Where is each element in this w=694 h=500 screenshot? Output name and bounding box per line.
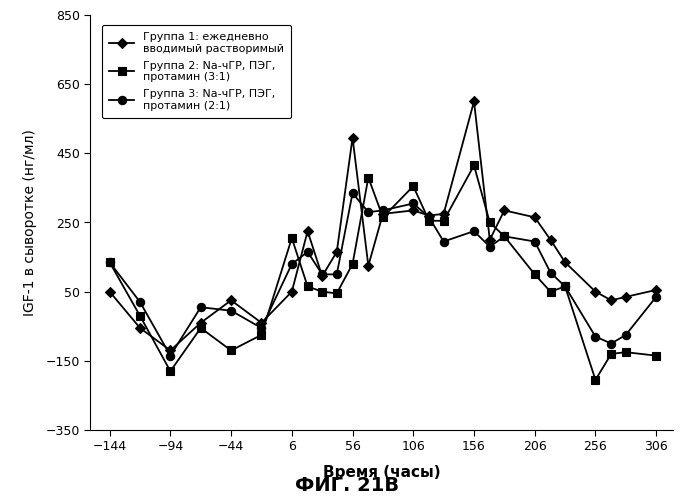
Группа 2: Na-чГР, ПЭГ,
протамин (3:1): (281, -125): Na-чГР, ПЭГ, протамин (3:1): (281, -125) [622, 349, 630, 355]
Группа 3: Na-чГР, ПЭГ,
протамин (2:1): (181, 210): Na-чГР, ПЭГ, протамин (2:1): (181, 210) [500, 234, 509, 239]
Группа 3: Na-чГР, ПЭГ,
протамин (2:1): (119, 265): Na-чГР, ПЭГ, протамин (2:1): (119, 265) [425, 214, 433, 220]
Группа 3: Na-чГР, ПЭГ,
протамин (2:1): (-19, -55): Na-чГР, ПЭГ, протамин (2:1): (-19, -55) [257, 325, 266, 331]
Группа 1: ежедневно
вводимый растворимый: (81, 275): ежедневно вводимый растворимый: (81, 275… [379, 211, 387, 217]
Группа 1: ежедневно
вводимый растворимый: (119, 270): ежедневно вводимый растворимый: (119, 27… [425, 212, 433, 218]
Группа 3: Na-чГР, ПЭГ,
протамин (2:1): (269, -100): Na-чГР, ПЭГ, протамин (2:1): (269, -100) [607, 340, 616, 346]
Группа 3: Na-чГР, ПЭГ,
протамин (2:1): (-69, 5): Na-чГР, ПЭГ, протамин (2:1): (-69, 5) [196, 304, 205, 310]
Группа 1: ежедневно
вводимый растворимый: (-119, -55): ежедневно вводимый растворимый: (-119, -… [136, 325, 144, 331]
Text: ФИГ. 21В: ФИГ. 21В [295, 476, 399, 495]
Группа 2: Na-чГР, ПЭГ,
протамин (3:1): (-119, -20): Na-чГР, ПЭГ, протамин (3:1): (-119, -20) [136, 313, 144, 319]
Группа 2: Na-чГР, ПЭГ,
протамин (3:1): (131, 255): Na-чГР, ПЭГ, протамин (3:1): (131, 255) [439, 218, 448, 224]
Группа 1: ежедневно
вводимый растворимый: (31, 95): ежедневно вводимый растворимый: (31, 95) [318, 273, 326, 279]
Группа 3: Na-чГР, ПЭГ,
протамин (2:1): (-94, -135): Na-чГР, ПЭГ, протамин (2:1): (-94, -135) [166, 352, 174, 358]
Группа 1: ежедневно
вводимый растворимый: (-19, -40): ежедневно вводимый растворимый: (-19, -4… [257, 320, 266, 326]
X-axis label: Время (часы): Время (часы) [323, 464, 441, 479]
Группа 1: ежедневно
вводимый растворимый: (106, 285): ежедневно вводимый растворимый: (106, 28… [409, 208, 417, 214]
Группа 2: Na-чГР, ПЭГ,
протамин (3:1): (-144, 135): Na-чГР, ПЭГ, протамин (3:1): (-144, 135) [105, 260, 114, 266]
Группа 2: Na-чГР, ПЭГ,
протамин (3:1): (-19, -75): Na-чГР, ПЭГ, протамин (3:1): (-19, -75) [257, 332, 266, 338]
Y-axis label: IGF-1 в сыворотке (нг/мл): IGF-1 в сыворотке (нг/мл) [23, 129, 37, 316]
Группа 2: Na-чГР, ПЭГ,
протамин (3:1): (19, 65): Na-чГР, ПЭГ, протамин (3:1): (19, 65) [303, 284, 312, 290]
Группа 1: ежедневно
вводимый растворимый: (6, 50): ежедневно вводимый растворимый: (6, 50) [287, 288, 296, 294]
Группа 2: Na-чГР, ПЭГ,
протамин (3:1): (81, 265): Na-чГР, ПЭГ, протамин (3:1): (81, 265) [379, 214, 387, 220]
Группа 2: Na-чГР, ПЭГ,
протамин (3:1): (306, -135): Na-чГР, ПЭГ, протамин (3:1): (306, -135) [652, 352, 660, 358]
Группа 3: Na-чГР, ПЭГ,
протамин (2:1): (219, 105): Na-чГР, ПЭГ, протамин (2:1): (219, 105) [546, 270, 555, 276]
Группа 3: Na-чГР, ПЭГ,
протамин (2:1): (231, 65): Na-чГР, ПЭГ, протамин (2:1): (231, 65) [561, 284, 569, 290]
Группа 1: ежедневно
вводимый растворимый: (206, 265): ежедневно вводимый растворимый: (206, 26… [530, 214, 539, 220]
Группа 2: Na-чГР, ПЭГ,
протамин (3:1): (43, 45): Na-чГР, ПЭГ, протамин (3:1): (43, 45) [332, 290, 341, 296]
Группа 2: Na-чГР, ПЭГ,
протамин (3:1): (-94, -180): Na-чГР, ПЭГ, протамин (3:1): (-94, -180) [166, 368, 174, 374]
Группа 2: Na-чГР, ПЭГ,
протамин (3:1): (256, -205): Na-чГР, ПЭГ, протамин (3:1): (256, -205) [591, 377, 600, 383]
Группа 3: Na-чГР, ПЭГ,
протамин (2:1): (19, 165): Na-чГР, ПЭГ, протамин (2:1): (19, 165) [303, 249, 312, 255]
Группа 3: Na-чГР, ПЭГ,
протамин (2:1): (169, 180): Na-чГР, ПЭГ, протамин (2:1): (169, 180) [486, 244, 494, 250]
Группа 1: ежедневно
вводимый растворимый: (169, 200): ежедневно вводимый растворимый: (169, 20… [486, 237, 494, 243]
Группа 3: Na-чГР, ПЭГ,
протамин (2:1): (131, 195): Na-чГР, ПЭГ, протамин (2:1): (131, 195) [439, 238, 448, 244]
Группа 1: ежедневно
вводимый растворимый: (131, 275): ежедневно вводимый растворимый: (131, 27… [439, 211, 448, 217]
Группа 1: ежедневно
вводимый растворимый: (181, 285): ежедневно вводимый растворимый: (181, 28… [500, 208, 509, 214]
Группа 3: Na-чГР, ПЭГ,
протамин (2:1): (56, 335): Na-чГР, ПЭГ, протамин (2:1): (56, 335) [348, 190, 357, 196]
Группа 3: Na-чГР, ПЭГ,
протамин (2:1): (31, 100): Na-чГР, ПЭГ, протамин (2:1): (31, 100) [318, 272, 326, 278]
Группа 1: ежедневно
вводимый растворимый: (69, 125): ежедневно вводимый растворимый: (69, 125… [364, 262, 373, 268]
Группа 1: ежедневно
вводимый растворимый: (56, 495): ежедневно вводимый растворимый: (56, 495… [348, 135, 357, 141]
Группа 2: Na-чГР, ПЭГ,
протамин (3:1): (169, 250): Na-чГР, ПЭГ, протамин (3:1): (169, 250) [486, 220, 494, 226]
Группа 2: Na-чГР, ПЭГ,
протамин (3:1): (-44, -120): Na-чГР, ПЭГ, протамин (3:1): (-44, -120) [227, 348, 235, 354]
Группа 2: Na-чГР, ПЭГ,
протамин (3:1): (181, 210): Na-чГР, ПЭГ, протамин (3:1): (181, 210) [500, 234, 509, 239]
Группа 3: Na-чГР, ПЭГ,
протамин (2:1): (-119, 20): Na-чГР, ПЭГ, протамин (2:1): (-119, 20) [136, 299, 144, 305]
Группа 2: Na-чГР, ПЭГ,
протамин (3:1): (156, 415): Na-чГР, ПЭГ, протамин (3:1): (156, 415) [470, 162, 478, 168]
Группа 2: Na-чГР, ПЭГ,
протамин (3:1): (269, -130): Na-чГР, ПЭГ, протамин (3:1): (269, -130) [607, 351, 616, 357]
Группа 2: Na-чГР, ПЭГ,
протамин (3:1): (106, 355): Na-чГР, ПЭГ, протамин (3:1): (106, 355) [409, 183, 417, 189]
Legend: Группа 1: ежедневно
вводимый растворимый, Группа 2: Na-чГР, ПЭГ,
протамин (3:1),: Группа 1: ежедневно вводимый растворимый… [101, 24, 291, 118]
Группа 3: Na-чГР, ПЭГ,
протамин (2:1): (306, 35): Na-чГР, ПЭГ, протамин (2:1): (306, 35) [652, 294, 660, 300]
Группа 1: ежедневно
вводимый растворимый: (256, 50): ежедневно вводимый растворимый: (256, 50… [591, 288, 600, 294]
Группа 2: Na-чГР, ПЭГ,
протамин (3:1): (119, 255): Na-чГР, ПЭГ, протамин (3:1): (119, 255) [425, 218, 433, 224]
Группа 2: Na-чГР, ПЭГ,
протамин (3:1): (206, 100): Na-чГР, ПЭГ, протамин (3:1): (206, 100) [530, 272, 539, 278]
Группа 3: Na-чГР, ПЭГ,
протамин (2:1): (43, 100): Na-чГР, ПЭГ, протамин (2:1): (43, 100) [332, 272, 341, 278]
Группа 3: Na-чГР, ПЭГ,
протамин (2:1): (81, 285): Na-чГР, ПЭГ, протамин (2:1): (81, 285) [379, 208, 387, 214]
Группа 2: Na-чГР, ПЭГ,
протамин (3:1): (56, 130): Na-чГР, ПЭГ, протамин (3:1): (56, 130) [348, 261, 357, 267]
Группа 3: Na-чГР, ПЭГ,
протамин (2:1): (106, 305): Na-чГР, ПЭГ, протамин (2:1): (106, 305) [409, 200, 417, 206]
Группа 3: Na-чГР, ПЭГ,
протамин (2:1): (6, 130): Na-чГР, ПЭГ, протамин (2:1): (6, 130) [287, 261, 296, 267]
Группа 1: ежедневно
вводимый растворимый: (19, 225): ежедневно вводимый растворимый: (19, 225… [303, 228, 312, 234]
Группа 2: Na-чГР, ПЭГ,
протамин (3:1): (219, 50): Na-чГР, ПЭГ, протамин (3:1): (219, 50) [546, 288, 555, 294]
Группа 3: Na-чГР, ПЭГ,
протамин (2:1): (206, 195): Na-чГР, ПЭГ, протамин (2:1): (206, 195) [530, 238, 539, 244]
Группа 2: Na-чГР, ПЭГ,
протамин (3:1): (-69, -55): Na-чГР, ПЭГ, протамин (3:1): (-69, -55) [196, 325, 205, 331]
Line: Группа 2: Na-чГР, ПЭГ,
протамин (3:1): Группа 2: Na-чГР, ПЭГ, протамин (3:1) [105, 162, 661, 384]
Группа 1: ежедневно
вводимый растворимый: (269, 25): ежедневно вводимый растворимый: (269, 25… [607, 298, 616, 304]
Группа 1: ежедневно
вводимый растворимый: (219, 200): ежедневно вводимый растворимый: (219, 20… [546, 237, 555, 243]
Line: Группа 1: ежедневно
вводимый растворимый: Группа 1: ежедневно вводимый растворимый [106, 98, 660, 354]
Группа 3: Na-чГР, ПЭГ,
протамин (2:1): (256, -80): Na-чГР, ПЭГ, протамин (2:1): (256, -80) [591, 334, 600, 340]
Группа 1: ежедневно
вводимый растворимый: (-144, 50): ежедневно вводимый растворимый: (-144, 5… [105, 288, 114, 294]
Группа 1: ежедневно
вводимый растворимый: (156, 600): ежедневно вводимый растворимый: (156, 60… [470, 98, 478, 104]
Группа 1: ежедневно
вводимый растворимый: (-94, -120): ежедневно вводимый растворимый: (-94, -1… [166, 348, 174, 354]
Группа 1: ежедневно
вводимый растворимый: (231, 135): ежедневно вводимый растворимый: (231, 13… [561, 260, 569, 266]
Группа 2: Na-чГР, ПЭГ,
протамин (3:1): (69, 380): Na-чГР, ПЭГ, протамин (3:1): (69, 380) [364, 174, 373, 180]
Группа 3: Na-чГР, ПЭГ,
протамин (2:1): (69, 280): Na-чГР, ПЭГ, протамин (2:1): (69, 280) [364, 209, 373, 215]
Группа 1: ежедневно
вводимый растворимый: (-44, 25): ежедневно вводимый растворимый: (-44, 25… [227, 298, 235, 304]
Группа 1: ежедневно
вводимый растворимый: (43, 165): ежедневно вводимый растворимый: (43, 165… [332, 249, 341, 255]
Группа 3: Na-чГР, ПЭГ,
протамин (2:1): (-144, 135): Na-чГР, ПЭГ, протамин (2:1): (-144, 135) [105, 260, 114, 266]
Группа 1: ежедневно
вводимый растворимый: (281, 35): ежедневно вводимый растворимый: (281, 35… [622, 294, 630, 300]
Группа 3: Na-чГР, ПЭГ,
протамин (2:1): (-44, -5): Na-чГР, ПЭГ, протамин (2:1): (-44, -5) [227, 308, 235, 314]
Группа 3: Na-чГР, ПЭГ,
протамин (2:1): (281, -75): Na-чГР, ПЭГ, протамин (2:1): (281, -75) [622, 332, 630, 338]
Группа 2: Na-чГР, ПЭГ,
протамин (3:1): (6, 205): Na-чГР, ПЭГ, протамин (3:1): (6, 205) [287, 235, 296, 241]
Группа 2: Na-чГР, ПЭГ,
протамин (3:1): (231, 65): Na-чГР, ПЭГ, протамин (3:1): (231, 65) [561, 284, 569, 290]
Группа 2: Na-чГР, ПЭГ,
протамин (3:1): (31, 50): Na-чГР, ПЭГ, протамин (3:1): (31, 50) [318, 288, 326, 294]
Группа 1: ежедневно
вводимый растворимый: (306, 55): ежедневно вводимый растворимый: (306, 55… [652, 287, 660, 293]
Группа 1: ежедневно
вводимый растворимый: (-69, -40): ежедневно вводимый растворимый: (-69, -4… [196, 320, 205, 326]
Группа 3: Na-чГР, ПЭГ,
протамин (2:1): (156, 225): Na-чГР, ПЭГ, протамин (2:1): (156, 225) [470, 228, 478, 234]
Line: Группа 3: Na-чГР, ПЭГ,
протамин (2:1): Группа 3: Na-чГР, ПЭГ, протамин (2:1) [105, 189, 661, 360]
